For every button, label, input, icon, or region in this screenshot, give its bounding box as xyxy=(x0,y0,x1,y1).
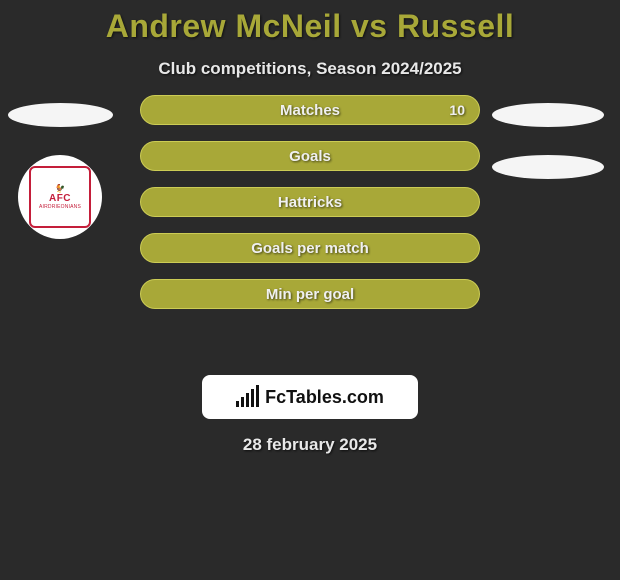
badge-crest-glyph: 🐓 xyxy=(55,185,65,193)
page-subtitle: Club competitions, Season 2024/2025 xyxy=(0,59,620,79)
body-row: 🐓 AFC AIRDRIEONIANS Matches 10 Goals Hat… xyxy=(0,109,620,369)
stat-bar-goals: Goals xyxy=(140,141,480,171)
stat-value-right: 10 xyxy=(449,102,465,118)
footer-date: 28 february 2025 xyxy=(0,435,620,455)
bar-chart-icon xyxy=(236,387,259,407)
value-ellipse-right-1 xyxy=(492,103,604,127)
stat-label: Goals per match xyxy=(251,240,369,257)
stat-label: Goals xyxy=(289,148,331,165)
value-ellipse-right-2 xyxy=(492,155,604,179)
branding-badge: FcTables.com xyxy=(202,375,418,419)
stat-bar-min-per-goal: Min per goal xyxy=(140,279,480,309)
left-column: 🐓 AFC AIRDRIEONIANS xyxy=(8,103,113,239)
stat-bar-matches: Matches 10 xyxy=(140,95,480,125)
badge-team-name: AIRDRIEONIANS xyxy=(39,204,81,210)
stat-bar-hattricks: Hattricks xyxy=(140,187,480,217)
right-column xyxy=(492,103,612,207)
badge-afc-text: AFC xyxy=(49,193,71,204)
stat-bars: Matches 10 Goals Hattricks Goals per mat… xyxy=(140,95,480,325)
badge-shield: 🐓 AFC AIRDRIEONIANS xyxy=(29,166,91,228)
value-ellipse-left xyxy=(8,103,113,127)
page-title: Andrew McNeil vs Russell xyxy=(0,8,620,45)
stat-label: Min per goal xyxy=(266,286,354,303)
stat-label: Matches xyxy=(280,102,340,119)
stat-label: Hattricks xyxy=(278,194,342,211)
stat-bar-goals-per-match: Goals per match xyxy=(140,233,480,263)
comparison-card: Andrew McNeil vs Russell Club competitio… xyxy=(0,0,620,455)
branding-text: FcTables.com xyxy=(265,387,384,408)
club-badge-left: 🐓 AFC AIRDRIEONIANS xyxy=(18,155,102,239)
